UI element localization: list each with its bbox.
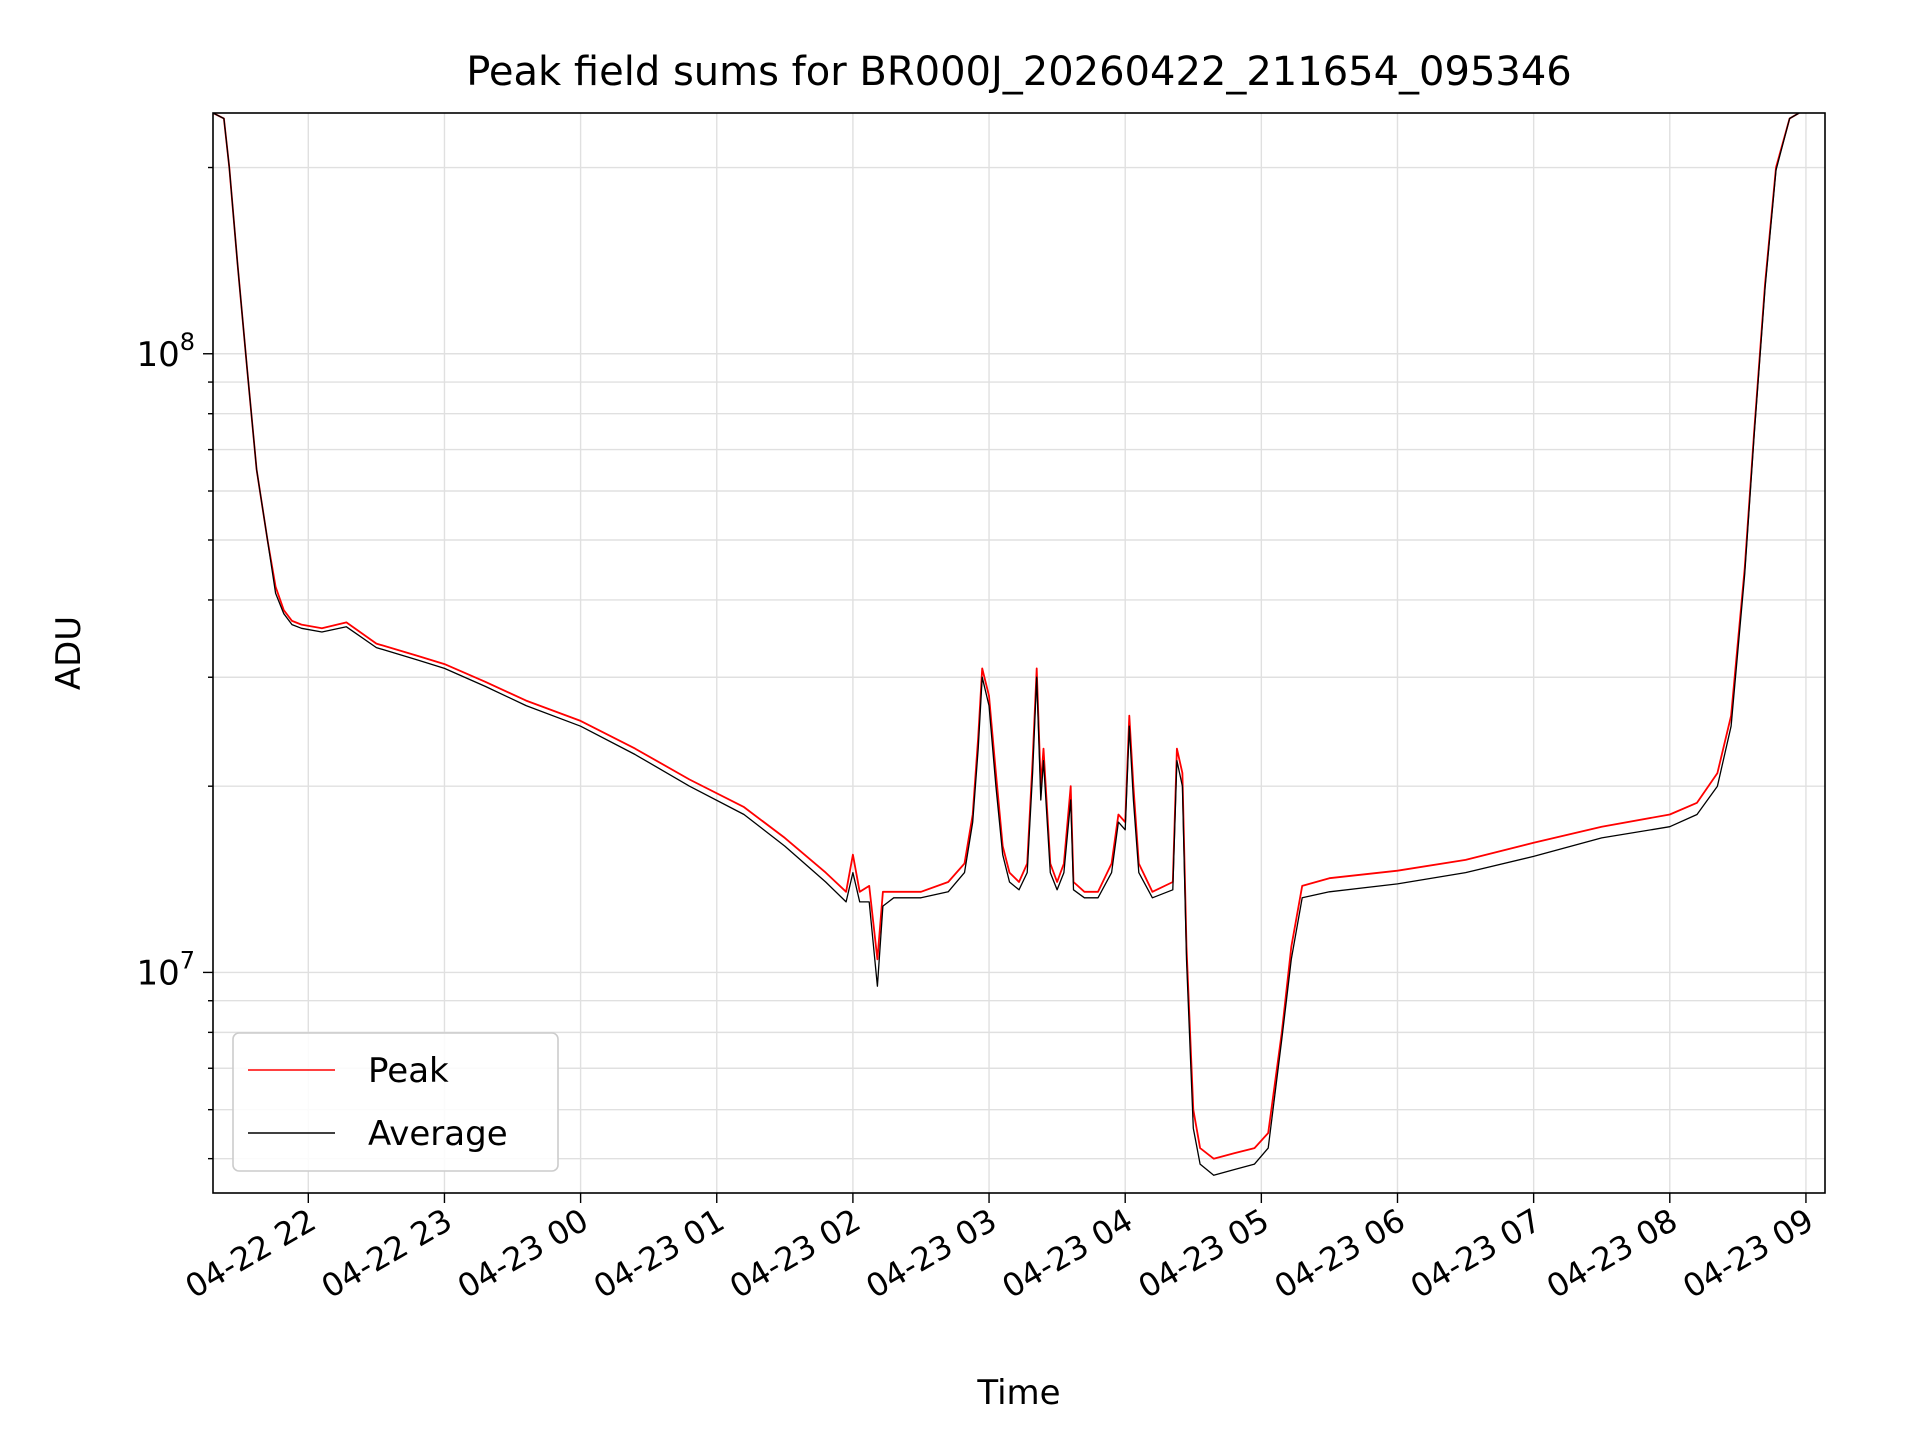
x-tick-label: 04-23 05 (1132, 1201, 1276, 1306)
x-tick-label: 04-23 00 (451, 1201, 595, 1306)
x-tick-label: 04-22 23 (315, 1201, 459, 1306)
x-tick-label: 04-23 01 (587, 1201, 731, 1306)
x-tick-label: 04-23 09 (1676, 1201, 1820, 1306)
x-tick-label: 04-23 03 (859, 1201, 1003, 1306)
y-tick-label: 108 (136, 328, 195, 375)
x-axis-label: Time (976, 1373, 1060, 1413)
series-line-peak (213, 113, 1800, 1160)
x-tick-label: 04-23 02 (723, 1201, 867, 1306)
series-layer (213, 113, 1800, 1176)
legend-label-peak: Peak (368, 1051, 449, 1091)
legend-frame (232, 1032, 559, 1172)
x-tick-label: 04-23 04 (996, 1201, 1140, 1306)
chart-title: Peak field sums for BR000J_20260422_2116… (466, 49, 1572, 95)
x-tick-label: 04-23 06 (1268, 1201, 1412, 1306)
plot-frame (212, 112, 1826, 1194)
series-line-average (213, 113, 1800, 1176)
grid-lines (213, 113, 1825, 1193)
x-tick-label: 04-22 22 (179, 1201, 323, 1306)
y-axis-label: ADU (49, 616, 89, 690)
y-tick-label-base: 10 (136, 335, 179, 375)
y-tick-label: 107 (136, 946, 195, 993)
y-tick-label-exponent: 7 (180, 946, 195, 974)
legend: Peak Average (232, 1032, 559, 1172)
x-tick-label: 04-23 08 (1540, 1201, 1684, 1306)
x-tick-label: 04-23 07 (1404, 1201, 1548, 1306)
y-tick-label-base: 10 (136, 953, 179, 993)
y-tick-label-exponent: 8 (180, 328, 195, 356)
legend-label-average: Average (368, 1114, 508, 1154)
